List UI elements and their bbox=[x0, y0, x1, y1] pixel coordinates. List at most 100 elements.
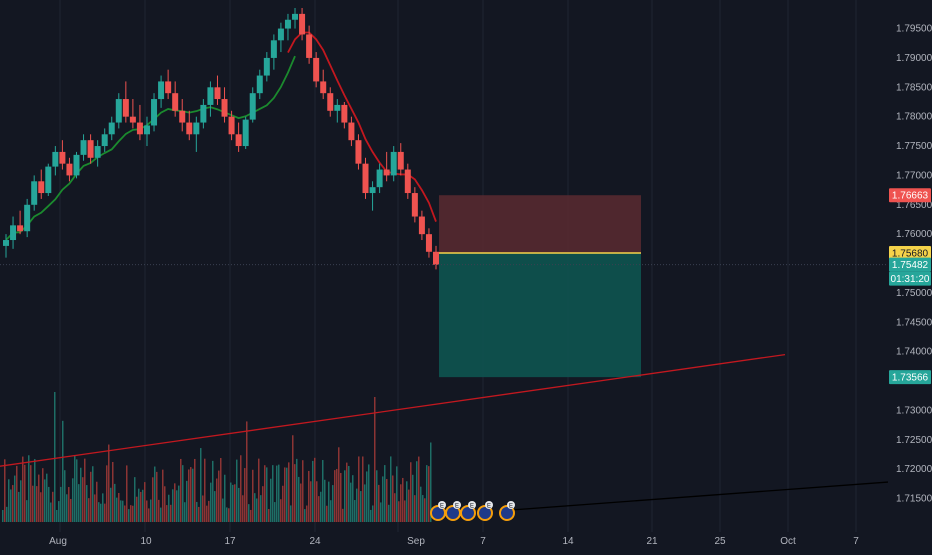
volume-bar bbox=[140, 491, 142, 522]
volume-bar bbox=[382, 476, 384, 522]
volume-bar bbox=[304, 509, 306, 522]
volume-bar bbox=[222, 498, 224, 522]
volume-bar bbox=[252, 469, 254, 522]
event-marker-icon[interactable]: E bbox=[477, 501, 493, 521]
volume-bar bbox=[202, 495, 204, 522]
volume-bar bbox=[4, 459, 6, 522]
volume-bar bbox=[138, 488, 140, 522]
price-tick-label: 1.72500 bbox=[896, 435, 932, 446]
volume-bar bbox=[172, 489, 174, 522]
volume-bar bbox=[166, 505, 168, 522]
ma-fast-line bbox=[287, 31, 437, 222]
volume-bar bbox=[18, 491, 20, 522]
volume-bar bbox=[292, 435, 294, 522]
candle bbox=[327, 87, 334, 117]
volume-bar bbox=[160, 507, 162, 522]
trendline-red[interactable] bbox=[0, 353, 786, 467]
volume-bar bbox=[354, 500, 356, 522]
volume-bar bbox=[158, 499, 160, 522]
volume-bar bbox=[142, 489, 144, 522]
volume-bar bbox=[192, 468, 194, 522]
volume-bar bbox=[150, 499, 152, 522]
candle bbox=[242, 116, 249, 149]
volume-bar bbox=[126, 465, 128, 522]
volume-bar bbox=[346, 462, 348, 522]
volume-bar bbox=[218, 470, 220, 522]
volume-bar bbox=[110, 487, 112, 522]
svg-text:01:31:20: 01:31:20 bbox=[891, 274, 930, 285]
trendline-black[interactable] bbox=[507, 481, 889, 511]
volume-bar bbox=[186, 480, 188, 522]
volume-bar bbox=[198, 506, 200, 522]
event-marker-icon[interactable]: E bbox=[499, 501, 515, 521]
volume-bar bbox=[306, 505, 308, 522]
volume-bar bbox=[416, 461, 418, 522]
price-tick-label: 1.77000 bbox=[896, 170, 932, 181]
volume-bar bbox=[170, 504, 172, 522]
volume-bar bbox=[56, 509, 58, 522]
price-tick-label: 1.74000 bbox=[896, 347, 932, 358]
trendlines[interactable] bbox=[0, 353, 889, 511]
time-axis[interactable]: Aug 10 17 24 Sep 7 14 21 25 Oct 7 bbox=[0, 532, 932, 550]
candle bbox=[52, 146, 59, 176]
volume-bar bbox=[368, 464, 370, 522]
volume-bar bbox=[52, 491, 54, 522]
volume-bar bbox=[262, 486, 264, 522]
volume-bar bbox=[204, 458, 206, 522]
price-tick-label: 1.74500 bbox=[896, 317, 932, 328]
volume-bar bbox=[264, 465, 266, 522]
candle bbox=[404, 163, 411, 199]
volume-bar bbox=[248, 504, 250, 522]
event-marker-icon[interactable]: E bbox=[430, 501, 446, 521]
volume-bar bbox=[422, 495, 424, 522]
volume-bar bbox=[92, 466, 94, 522]
candle bbox=[31, 175, 38, 211]
candle bbox=[80, 134, 87, 161]
volume-bar bbox=[86, 485, 88, 522]
volume-bar bbox=[426, 465, 428, 522]
event-marker-icon[interactable]: E bbox=[460, 501, 476, 521]
volume-bar bbox=[32, 485, 34, 522]
volume-bars bbox=[2, 392, 432, 522]
volume-bar bbox=[128, 509, 130, 522]
volume-bar bbox=[108, 444, 110, 522]
candle bbox=[24, 198, 31, 238]
volume-bar bbox=[404, 500, 406, 522]
candle bbox=[411, 187, 418, 223]
volume-bar bbox=[366, 471, 368, 522]
event-marker-label: E bbox=[440, 504, 444, 510]
volume-bar bbox=[328, 481, 330, 522]
volume-bar bbox=[136, 496, 138, 522]
candle bbox=[87, 134, 94, 164]
short-position-tool[interactable] bbox=[439, 195, 641, 378]
volume-bar bbox=[40, 492, 42, 522]
volume-bar bbox=[324, 479, 326, 522]
event-marker-icon[interactable]: E bbox=[445, 501, 461, 521]
candle bbox=[390, 146, 397, 182]
candle bbox=[256, 69, 263, 100]
volume-bar bbox=[236, 459, 238, 522]
candle bbox=[172, 81, 179, 117]
volume-bar bbox=[220, 458, 222, 522]
volume-bar bbox=[322, 460, 324, 522]
take-profit-zone[interactable] bbox=[439, 252, 641, 378]
volume-bar bbox=[288, 462, 290, 522]
volume-bar bbox=[14, 475, 16, 522]
volume-bar bbox=[232, 484, 234, 522]
candle bbox=[59, 140, 66, 170]
stop-loss-zone[interactable] bbox=[439, 195, 641, 253]
svg-text:1.75482: 1.75482 bbox=[892, 260, 929, 271]
volume-bar bbox=[188, 469, 190, 522]
price-tick-label: 1.77500 bbox=[896, 141, 932, 152]
candle bbox=[45, 163, 52, 196]
volume-bar bbox=[414, 495, 416, 522]
volume-bar bbox=[102, 493, 104, 522]
volume-bar bbox=[228, 508, 230, 522]
candle bbox=[313, 52, 320, 88]
time-tick-label: 7 bbox=[480, 536, 486, 547]
candle bbox=[108, 116, 115, 141]
volume-bar bbox=[424, 498, 426, 522]
